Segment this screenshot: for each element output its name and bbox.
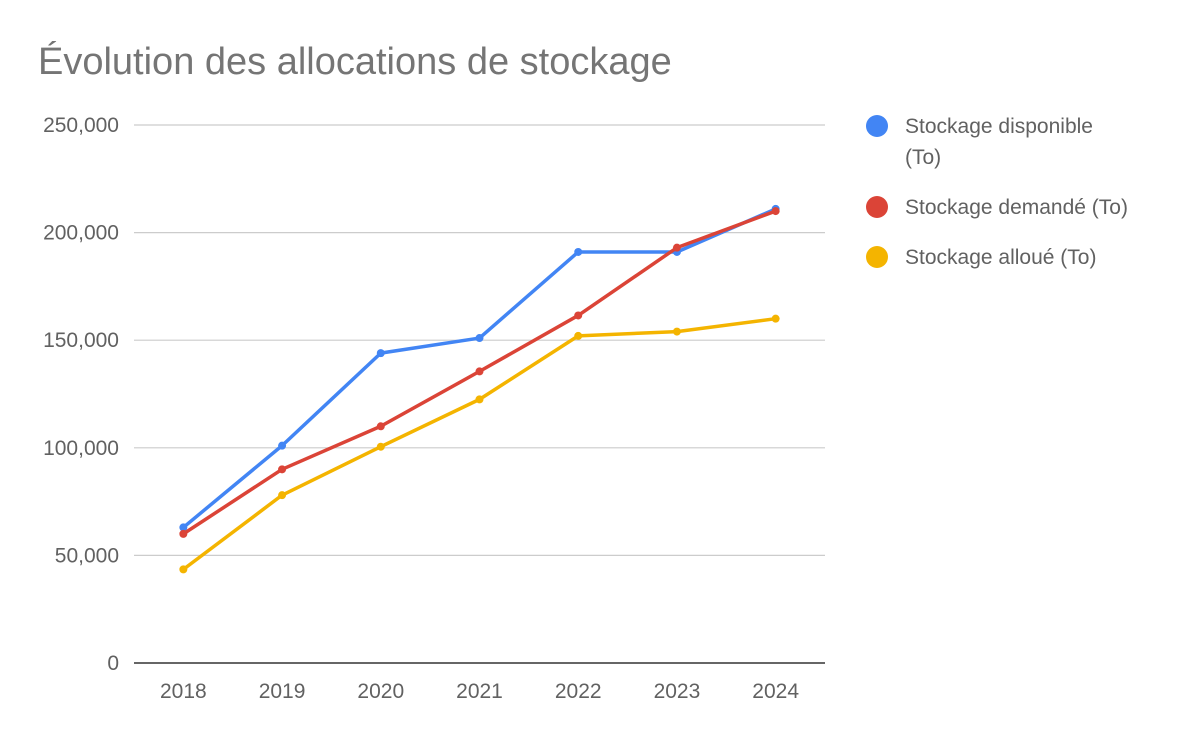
series-line [181,316,778,572]
series-lines [179,204,780,574]
x-tick-label: 2024 [752,680,799,703]
data-point [672,327,681,336]
y-tick-label: 200,000 [43,222,119,245]
legend-item: Stockage demandé (To) [866,196,1128,219]
legend-item: Stockage disponible (To) [866,115,1093,169]
data-point [179,565,188,574]
data-point [574,311,583,320]
y-tick-label: 150,000 [43,329,119,352]
data-point [475,334,484,343]
legend-label: Stockage demandé (To) [905,196,1128,219]
chart-title: Évolution des allocations de stockage [38,40,672,83]
data-point [771,314,780,323]
data-point [672,243,681,252]
x-tick-label: 2022 [555,680,602,703]
x-tick-label: 2018 [160,680,207,703]
data-point [179,529,188,538]
series-2 [179,207,780,538]
series-1 [179,204,780,532]
data-point [574,331,583,340]
x-axis-ticks: 2018 2019 2020 2021 2022 2023 2024 [160,680,799,703]
legend-label: Stockage disponible [905,115,1093,138]
data-point [376,442,385,451]
data-point [771,207,780,216]
legend-marker [866,115,888,137]
data-point [278,441,287,450]
data-point [179,523,188,532]
y-tick-label: 50,000 [55,544,119,567]
y-tick-label: 0 [107,652,119,675]
y-axis-ticks: 0 50,000 100,000 150,000 200,000 250,000 [43,114,119,675]
x-tick-label: 2019 [259,680,306,703]
x-tick-label: 2023 [654,680,701,703]
data-point [574,247,583,256]
legend: Stockage disponible (To) Stockage demandé … [866,115,1128,269]
x-tick-label: 2020 [357,680,404,703]
y-tick-label: 250,000 [43,114,119,137]
legend-marker [866,196,888,218]
data-point [278,491,287,500]
legend-marker [866,246,888,268]
x-tick-label: 2021 [456,680,503,703]
data-point [376,349,385,358]
data-point [278,465,287,474]
legend-label: (To) [905,146,941,169]
data-point [376,422,385,431]
series-3 [179,314,780,574]
data-point [475,367,484,376]
legend-item: Stockage alloué (To) [866,246,1096,269]
y-tick-label: 100,000 [43,437,119,460]
data-point [475,395,484,404]
legend-label: Stockage alloué (To) [905,246,1096,269]
gridlines [134,124,825,664]
